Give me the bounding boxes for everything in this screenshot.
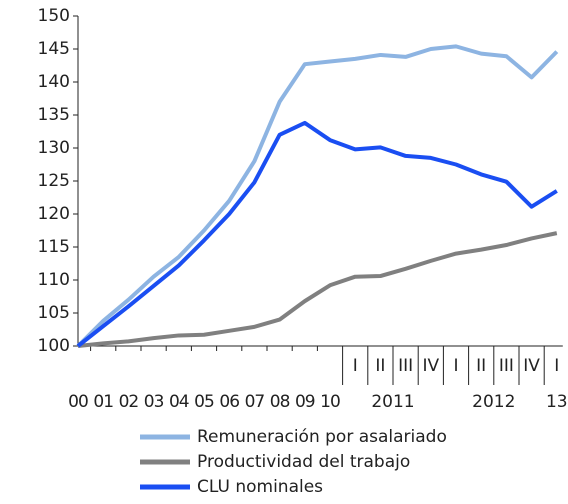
- y-tick-label: 110: [38, 270, 70, 290]
- x-tick-label: 07: [245, 392, 265, 412]
- y-tick-label: 125: [38, 171, 70, 191]
- x-tick-label: 06: [219, 392, 239, 412]
- y-tick-label: 100: [38, 336, 70, 356]
- y-tick-label: 115: [38, 237, 70, 257]
- x-tick-label: I: [453, 356, 458, 376]
- y-tick-label: 140: [38, 72, 70, 92]
- x-tick-label: 05: [194, 392, 214, 412]
- series-line: [76, 120, 558, 348]
- y-tick-label: 150: [38, 6, 70, 26]
- y-tick-label: 105: [38, 303, 70, 323]
- legend-label: CLU nominales: [197, 477, 323, 497]
- group-label: 2011: [371, 392, 414, 412]
- x-tick-label: 02: [119, 392, 139, 412]
- group-label: 13: [546, 392, 568, 412]
- x-tick-label: III: [499, 356, 514, 376]
- legend-label: Remuneración por asalariado: [197, 427, 447, 447]
- x-tick-label: 01: [93, 392, 113, 412]
- x-tick-label: 00: [68, 392, 88, 412]
- group-label: 2012: [472, 392, 515, 412]
- x-tick-label: 04: [169, 392, 189, 412]
- x-tick-label: 08: [270, 392, 290, 412]
- y-tick-label: 130: [38, 138, 70, 158]
- y-tick-label: 120: [38, 204, 70, 224]
- y-tick-label: 145: [38, 39, 70, 59]
- x-tick-label: I: [353, 356, 358, 376]
- x-tick-label: II: [476, 356, 486, 376]
- y-tick-label: 135: [38, 105, 70, 125]
- series-line: [77, 231, 558, 348]
- x-tick-label: III: [398, 356, 413, 376]
- x-tick-label: 10: [320, 392, 340, 412]
- x-tick-label: II: [375, 356, 385, 376]
- x-tick-label: 03: [144, 392, 164, 412]
- x-tick-label: 09: [295, 392, 315, 412]
- x-tick-label: I: [554, 356, 559, 376]
- x-tick-label: IV: [422, 356, 439, 376]
- series-line: [76, 44, 559, 348]
- x-tick-label: IV: [523, 356, 540, 376]
- legend-label: Productividad del trabajo: [197, 452, 410, 472]
